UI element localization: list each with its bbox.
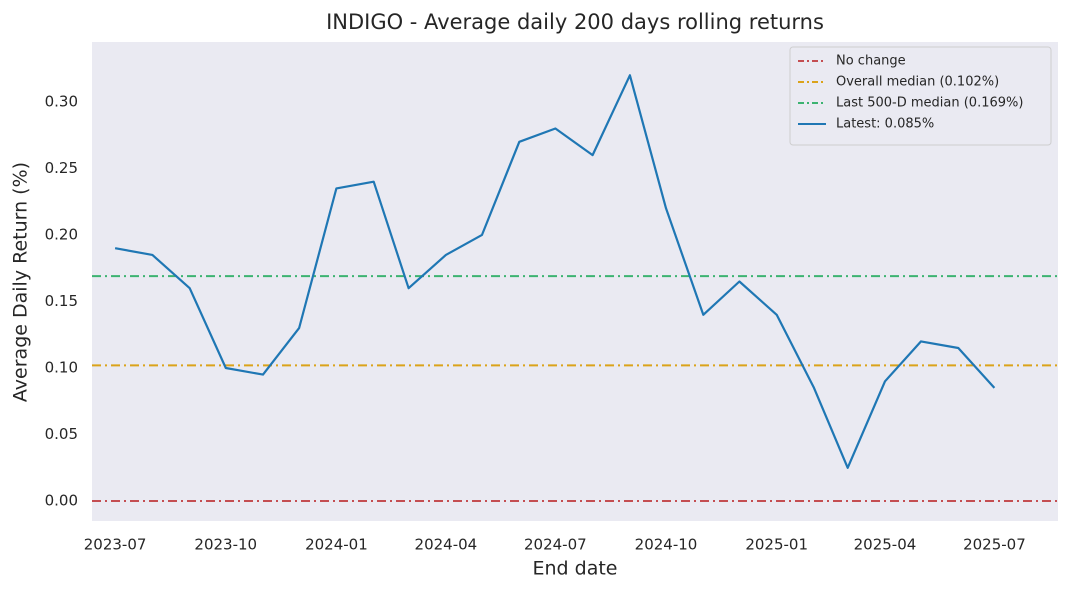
y-tick-label: 0.00: [45, 492, 78, 510]
x-tick-label: 2024-10: [635, 536, 698, 554]
x-tick-label: 2024-07: [524, 536, 587, 554]
x-tick-label: 2023-07: [84, 536, 147, 554]
x-tick-label: 2023-10: [194, 536, 257, 554]
y-tick-label: 0.10: [45, 358, 78, 376]
y-axis-label: Average Daily Return (%): [10, 162, 32, 402]
chart-title: INDIGO - Average daily 200 days rolling …: [326, 10, 824, 34]
x-tick-label: 2024-04: [415, 536, 478, 554]
legend: No change Overall median (0.102%) Last 500…: [789, 46, 1052, 146]
x-tick-label: 2025-01: [745, 536, 808, 554]
legend-label: Latest: 0.085%: [836, 117, 934, 132]
data-line: [114, 74, 996, 469]
y-tick-label: 0.30: [45, 92, 78, 110]
y-tick-label: 0.15: [45, 292, 78, 310]
legend-box: [789, 46, 1052, 146]
x-tick-label: 2024-01: [305, 536, 368, 554]
legend-label: Last 500-D median (0.169%): [836, 96, 1023, 111]
legend-label: No change: [836, 54, 906, 69]
x-axis-label: End date: [533, 558, 618, 580]
y-tick-label: 0.05: [45, 425, 78, 443]
y-tick-label: 0.20: [45, 225, 78, 243]
y-tick-label: 0.25: [45, 159, 78, 177]
x-tick-label: 2025-07: [963, 536, 1026, 554]
legend-label: Overall median (0.102%): [836, 75, 999, 90]
x-tick-label: 2025-04: [854, 536, 917, 554]
